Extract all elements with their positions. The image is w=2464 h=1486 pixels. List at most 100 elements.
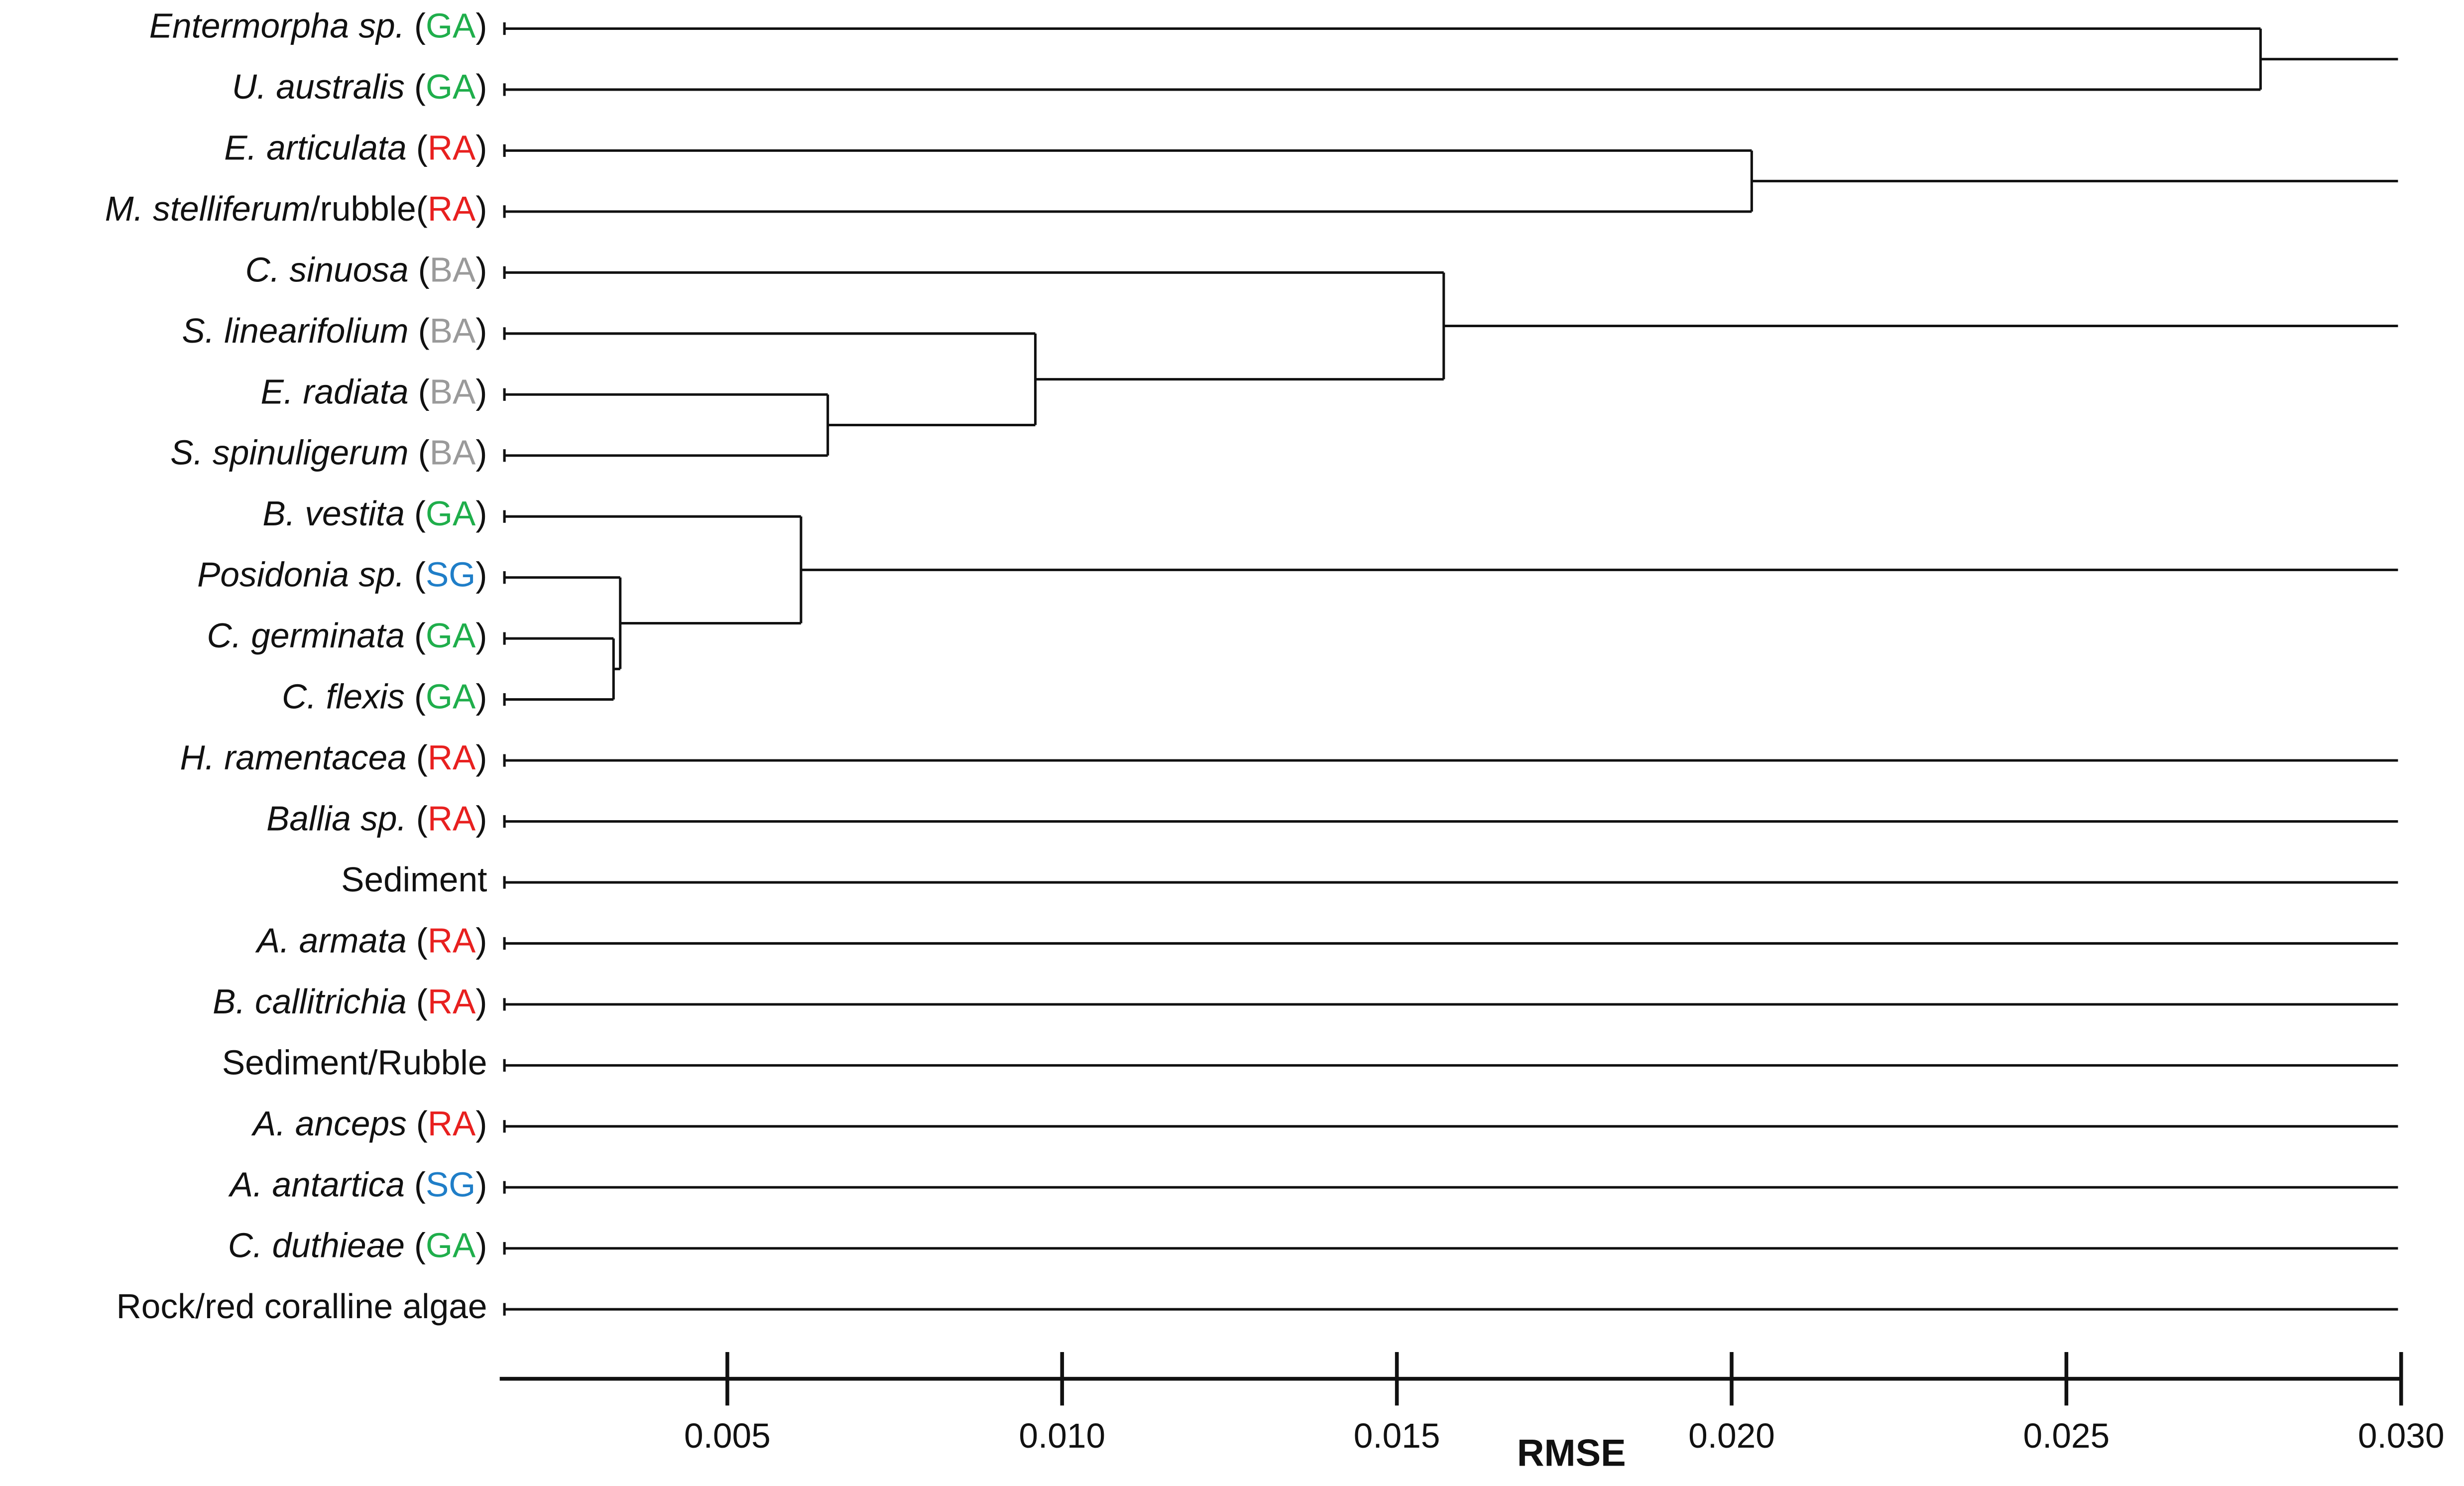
label-part: A. anceps [251,1104,407,1143]
label-part: ) [475,250,487,289]
label-part: E. articulata [224,128,407,167]
leaf-label: A. anceps (RA) [251,1104,487,1143]
leaf-label: E. radiata (BA) [260,372,487,411]
leaf-label: C. germinata (GA) [207,616,487,655]
label-part: ) [475,372,487,411]
label-part: Rock/red coralline algae [117,1287,487,1326]
label-part: RA [428,1104,476,1143]
label-part: GA [426,6,476,45]
x-tick-label: 0.020 [1688,1416,1775,1455]
leaf-label: Ballia sp. (RA) [266,799,487,838]
leaf-label: C. sinuosa (BA) [245,250,487,289]
label-part: GA [426,67,476,106]
label-part: BA [430,311,476,350]
leaf-label: Sediment [341,860,487,899]
label-part: ) [475,6,487,45]
label-part: Posidonia sp. [197,555,405,594]
leaf-label: E. articulata (RA) [224,128,487,167]
leaf-label: Entermorpha sp. (GA) [149,6,487,45]
label-part: GA [426,616,476,655]
label-part: ( [414,1165,426,1204]
label-part: C. flexis [282,677,405,716]
label-part: ) [475,982,487,1021]
label-part: SG [426,1165,475,1204]
label-part: BA [430,372,476,411]
label-part: C. sinuosa [245,250,409,289]
leaf-label: C. duthieae (GA) [228,1226,487,1265]
leaf-label: U. australis (GA) [232,67,487,106]
label-part: ( [414,67,426,106]
leaf-label: B. vestita (GA) [262,495,487,533]
label-part: ) [475,799,487,838]
label-part: RA [428,189,476,228]
label-part: ) [475,1226,487,1265]
label-part: ) [475,677,487,716]
leaf-label: Rock/red coralline algae [117,1287,487,1326]
x-axis [499,1352,2403,1406]
label-part: ( [416,921,428,960]
label-part: RA [428,982,476,1021]
label-part: ( [418,250,430,289]
x-tick-label: 0.025 [2023,1416,2110,1455]
label-part: ( [414,6,426,45]
label-part: SG [426,555,475,594]
label-part: GA [426,677,476,716]
x-tick-label: 0.015 [1354,1416,1440,1455]
label-part: ( [416,128,428,167]
x-tick-label: 0.010 [1019,1416,1105,1455]
label-part: B. vestita [262,495,405,533]
label-part: ) [475,1165,487,1204]
label-part: RA [428,738,476,777]
leaf-label: Posidonia sp. (SG) [197,555,487,594]
label-part: BA [430,250,476,289]
x-axis-label: RMSE [1517,1432,1626,1474]
label-part: B. callitrichia [213,982,407,1021]
leaf-label: A. armata (RA) [255,921,487,960]
label-part: GA [426,1226,476,1265]
label-part: ) [475,921,487,960]
leaf-label: Sediment/Rubble [222,1043,487,1082]
label-part: ) [475,555,487,594]
label-part: ) [475,67,487,106]
x-tick-label: 0.030 [2358,1416,2445,1455]
label-part: ( [416,738,428,777]
leaf-label: H. ramentacea (RA) [180,738,487,777]
label-part: GA [426,495,476,533]
label-part: U. australis [232,67,405,106]
label-part: C. germinata [207,616,405,655]
label-part: ) [475,311,487,350]
leaf-label: S. spinuligerum (BA) [170,433,487,472]
label-part: RA [428,128,476,167]
label-part: Sediment [341,860,487,899]
label-part: ) [475,495,487,533]
label-part: M. stelliferum [105,189,311,228]
label-part: S. spinuligerum [170,433,408,472]
label-part: ( [414,616,426,655]
label-part: ( [418,433,430,472]
label-part: ( [416,189,428,228]
label-part: RA [428,799,476,838]
label-part: ( [414,1226,426,1265]
leaf-label: M. stelliferum/rubble(RA) [105,189,487,228]
label-part: E. radiata [260,372,408,411]
label-part: ( [414,495,426,533]
label-part: ) [475,1104,487,1143]
leaf-label: A. antartica (SG) [228,1165,487,1204]
label-part: BA [430,433,476,472]
x-tick-label: 0.005 [684,1416,771,1455]
label-part: ( [416,799,428,838]
label-part: H. ramentacea [180,738,406,777]
label-part: Ballia sp. [266,799,407,838]
label-part: C. duthieae [228,1226,405,1265]
label-part: ) [475,738,487,777]
label-part: ( [416,982,428,1021]
label-part: ) [475,616,487,655]
label-part: ( [414,677,426,716]
leaf-label: C. flexis (GA) [282,677,487,716]
label-part: /rubble [310,189,416,228]
label-part: Sediment/Rubble [222,1043,487,1082]
label-part: ( [418,372,430,411]
label-part: ) [475,433,487,472]
